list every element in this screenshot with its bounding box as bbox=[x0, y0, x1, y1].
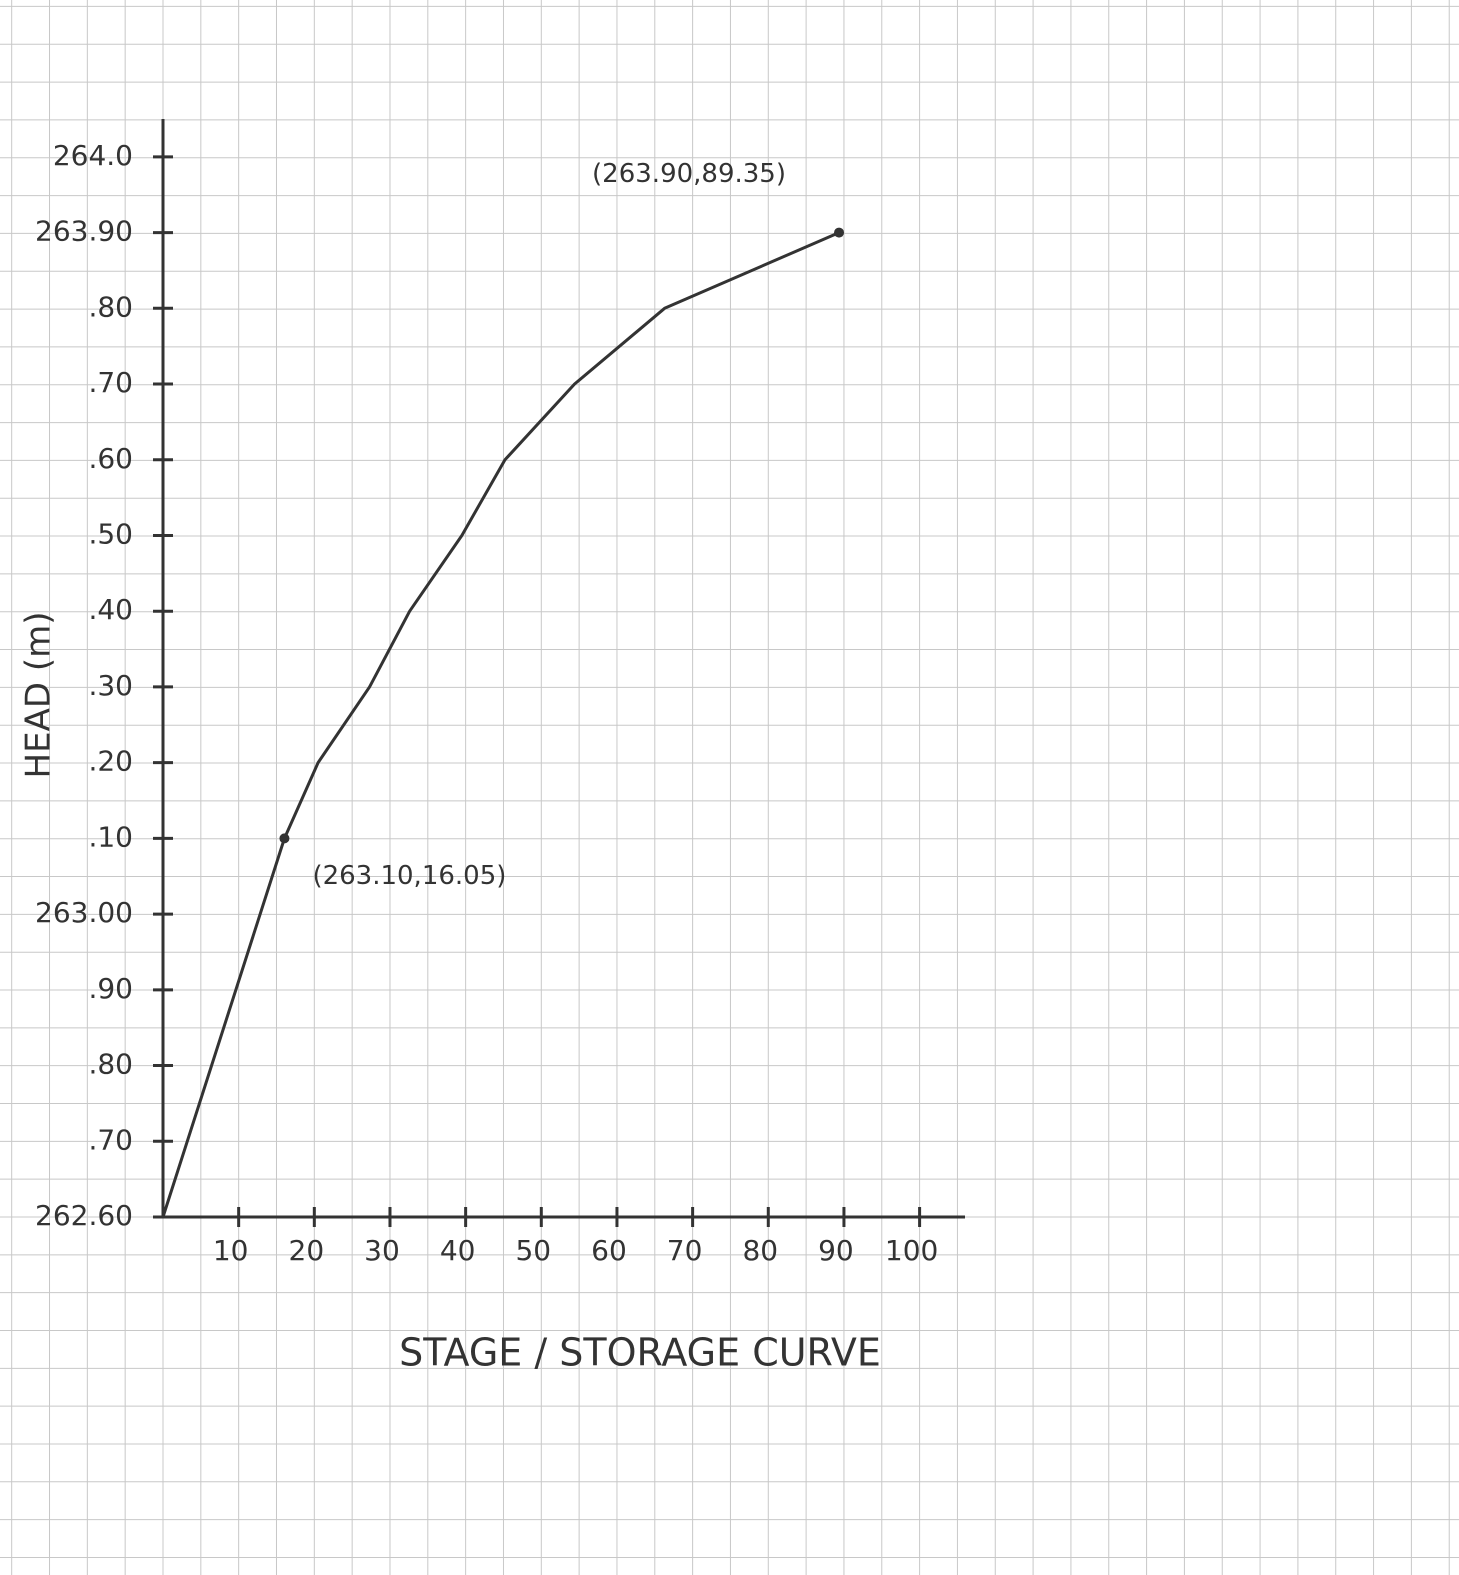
annotation: (263.10,16.05) bbox=[312, 861, 506, 891]
y-axis-label: HEAD (m) bbox=[19, 612, 59, 779]
y-tick-label: .60 bbox=[88, 442, 133, 475]
y-tick-label: 264.0 bbox=[53, 139, 133, 172]
chart-title: STAGE / STORAGE CURVE bbox=[399, 1331, 881, 1375]
annotation: (263.90,89.35) bbox=[592, 159, 786, 189]
y-tick-label: 262.60 bbox=[35, 1199, 133, 1232]
y-tick-label: .70 bbox=[88, 366, 133, 399]
x-tick-label: 20 bbox=[289, 1234, 325, 1267]
y-tick-label: .70 bbox=[88, 1123, 133, 1156]
x-tick-label: 10 bbox=[213, 1234, 249, 1267]
y-tick-label: .50 bbox=[88, 517, 133, 550]
y-tick-label: .30 bbox=[88, 669, 133, 702]
x-tick-label: 90 bbox=[818, 1234, 854, 1267]
y-tick-label: .40 bbox=[88, 593, 133, 626]
x-tick-label: 50 bbox=[515, 1234, 551, 1267]
y-tick-label: 263.90 bbox=[35, 215, 133, 248]
x-tick-label: 80 bbox=[742, 1234, 778, 1267]
y-tick-label: .10 bbox=[88, 820, 133, 853]
y-tick-label: .80 bbox=[88, 1048, 133, 1081]
y-tick-label: 263.00 bbox=[35, 896, 133, 929]
x-tick-label: 60 bbox=[591, 1234, 627, 1267]
y-tick-label: .20 bbox=[88, 745, 133, 778]
point bbox=[834, 228, 844, 238]
y-tick-label: .80 bbox=[88, 290, 133, 323]
chart: STAGE / STORAGE CURVE HEAD (m) 262.60 .70… bbox=[0, 0, 1459, 1575]
x-tick-label: 70 bbox=[667, 1234, 703, 1267]
point bbox=[279, 833, 289, 843]
x-tick-label: 100 bbox=[885, 1234, 938, 1267]
x-tick-label: 40 bbox=[440, 1234, 476, 1267]
y-tick-label: .90 bbox=[88, 972, 133, 1005]
x-tick-label: 30 bbox=[364, 1234, 400, 1267]
